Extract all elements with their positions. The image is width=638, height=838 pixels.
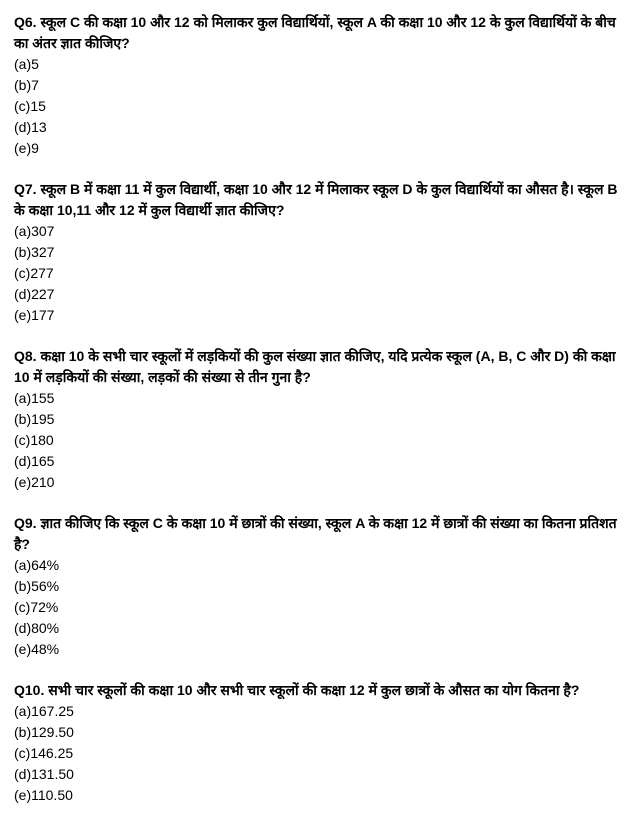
question-text: Q7. स्कूल B में कक्षा 11 में कुल विद्यार… bbox=[14, 179, 624, 221]
question-text: Q9. ज्ञात कीजिए कि स्कूल C के कक्षा 10 म… bbox=[14, 513, 624, 555]
option-e: (e)48% bbox=[14, 639, 624, 660]
option-b: (b)7 bbox=[14, 75, 624, 96]
option-b: (b)195 bbox=[14, 409, 624, 430]
question-label: Q7. bbox=[14, 181, 37, 197]
question-body: ज्ञात कीजिए कि स्कूल C के कक्षा 10 में छ… bbox=[14, 515, 617, 552]
option-d: (d)80% bbox=[14, 618, 624, 639]
option-b: (b)56% bbox=[14, 576, 624, 597]
option-c: (c)180 bbox=[14, 430, 624, 451]
question-label: Q6. bbox=[14, 14, 37, 30]
question-block: Q8. कक्षा 10 के सभी चार स्कूलों में लड़क… bbox=[14, 346, 624, 493]
question-text: Q6. स्कूल C की कक्षा 10 और 12 को मिलाकर … bbox=[14, 12, 624, 54]
option-c: (c)146.25 bbox=[14, 743, 624, 764]
option-b: (b)129.50 bbox=[14, 722, 624, 743]
question-block: Q6. स्कूल C की कक्षा 10 और 12 को मिलाकर … bbox=[14, 12, 624, 159]
question-text: Q10. सभी चार स्कूलों की कक्षा 10 और सभी … bbox=[14, 680, 624, 701]
question-body: कक्षा 10 के सभी चार स्कूलों में लड़कियों… bbox=[14, 348, 616, 385]
question-body: स्कूल B में कक्षा 11 में कुल विद्यार्थी,… bbox=[14, 181, 617, 218]
question-block: Q7. स्कूल B में कक्षा 11 में कुल विद्यार… bbox=[14, 179, 624, 326]
option-a: (a)5 bbox=[14, 54, 624, 75]
option-a: (a)307 bbox=[14, 221, 624, 242]
option-e: (e)177 bbox=[14, 305, 624, 326]
question-body: स्कूल C की कक्षा 10 और 12 को मिलाकर कुल … bbox=[14, 14, 616, 51]
option-c: (c)277 bbox=[14, 263, 624, 284]
option-d: (d)165 bbox=[14, 451, 624, 472]
question-text: Q8. कक्षा 10 के सभी चार स्कूलों में लड़क… bbox=[14, 346, 624, 388]
option-a: (a)167.25 bbox=[14, 701, 624, 722]
option-c: (c)72% bbox=[14, 597, 624, 618]
option-c: (c)15 bbox=[14, 96, 624, 117]
questions-container: Q6. स्कूल C की कक्षा 10 और 12 को मिलाकर … bbox=[14, 12, 624, 806]
question-label: Q8. bbox=[14, 348, 37, 364]
option-e: (e)210 bbox=[14, 472, 624, 493]
option-b: (b)327 bbox=[14, 242, 624, 263]
question-block: Q9. ज्ञात कीजिए कि स्कूल C के कक्षा 10 म… bbox=[14, 513, 624, 660]
question-label: Q10. bbox=[14, 682, 44, 698]
question-block: Q10. सभी चार स्कूलों की कक्षा 10 और सभी … bbox=[14, 680, 624, 806]
option-a: (a)155 bbox=[14, 388, 624, 409]
option-d: (d)131.50 bbox=[14, 764, 624, 785]
question-body: सभी चार स्कूलों की कक्षा 10 और सभी चार स… bbox=[48, 682, 579, 698]
option-e: (e)110.50 bbox=[14, 785, 624, 806]
question-label: Q9. bbox=[14, 515, 37, 531]
option-d: (d)13 bbox=[14, 117, 624, 138]
option-a: (a)64% bbox=[14, 555, 624, 576]
option-e: (e)9 bbox=[14, 138, 624, 159]
option-d: (d)227 bbox=[14, 284, 624, 305]
